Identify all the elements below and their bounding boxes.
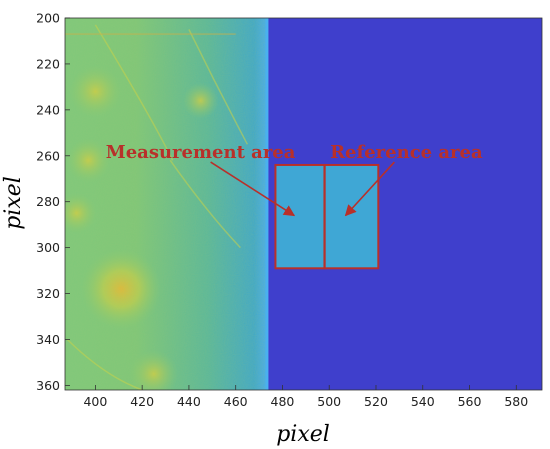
x-tick-label: 460	[224, 394, 248, 409]
y-axis: 200 220 240 260 280 300 320 340 360	[36, 11, 70, 393]
texture-streak	[188, 29, 249, 145]
texture-streak	[66, 338, 143, 390]
measurement-area-box	[274, 163, 326, 270]
y-tick-label: 340	[36, 332, 60, 347]
x-axis-label: pixel	[276, 422, 330, 447]
x-tick-label: 500	[317, 394, 341, 409]
x-tick-label: 480	[271, 394, 295, 409]
sample-texture	[65, 18, 269, 390]
annotations: Measurement area Reference area	[106, 142, 483, 217]
sample-edge	[265, 18, 271, 390]
reference-area-box	[323, 163, 380, 270]
texture-streak	[169, 159, 241, 249]
texture-streak	[94, 24, 174, 161]
x-tick-label: 560	[458, 394, 482, 409]
y-tick-label: 220	[36, 56, 60, 71]
annotation-label: Measurement area	[106, 142, 296, 163]
y-tick-label: 240	[36, 102, 60, 117]
plot-area	[65, 18, 542, 390]
y-tick-label: 300	[36, 240, 60, 255]
y-tick-label: 320	[36, 286, 60, 301]
y-tick-label: 200	[36, 11, 60, 26]
x-tick-label: 420	[130, 394, 154, 409]
x-tick-label: 400	[83, 394, 107, 409]
x-tick-label: 440	[177, 394, 201, 409]
annotation-arrow	[344, 161, 395, 217]
x-axis: 400 420 440 460 480 500 520 540 560 580	[83, 385, 528, 409]
x-tick-label: 580	[504, 394, 528, 409]
x-tick-label: 520	[364, 394, 388, 409]
y-tick-label: 260	[36, 148, 60, 163]
texture-noise	[65, 18, 269, 390]
y-tick-label: 360	[36, 378, 60, 393]
x-tick-label: 540	[411, 394, 435, 409]
annotation-arrow	[210, 161, 296, 217]
annotation-label: Reference area	[330, 142, 483, 163]
plot-frame	[64, 17, 543, 391]
y-axis-label: pixel	[1, 176, 26, 230]
y-tick-label: 280	[36, 194, 60, 209]
